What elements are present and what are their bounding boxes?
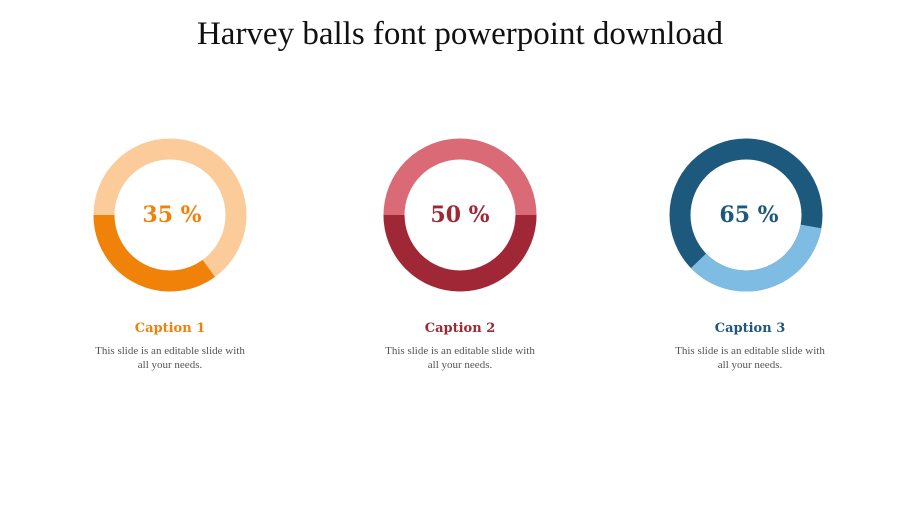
caption-2-text: This slide is an editable slide with all … [360, 344, 560, 372]
caption-3: Caption 3 [714, 321, 786, 336]
percent-label-2: 50 % [430, 202, 489, 228]
slide-title: Harvey balls font powerpoint download [196, 16, 724, 52]
text-line: all your needs. [137, 359, 203, 371]
text-line: all your needs. [427, 359, 493, 371]
text-line: This slide is an editable slide with [675, 345, 825, 357]
caption-1-text: This slide is an editable slide with all … [70, 344, 270, 372]
percent-label-1: 35 % [142, 202, 201, 228]
text-line: This slide is an editable slide with [385, 345, 535, 357]
percent-label-3: 65 % [719, 202, 778, 228]
ring-remainder-arc [690, 224, 822, 292]
caption-1: Caption 1 [134, 321, 206, 336]
ring-value-arc [383, 214, 537, 292]
ring-1 [93, 138, 247, 292]
ring-2 [383, 138, 537, 292]
text-line: all your needs. [717, 359, 783, 371]
text-line: This slide is an editable slide with [95, 345, 245, 357]
caption-3-text: This slide is an editable slide with all … [650, 344, 850, 372]
ring-3 [669, 138, 823, 292]
ring-value-arc [93, 214, 215, 292]
caption-2: Caption 2 [424, 321, 496, 336]
